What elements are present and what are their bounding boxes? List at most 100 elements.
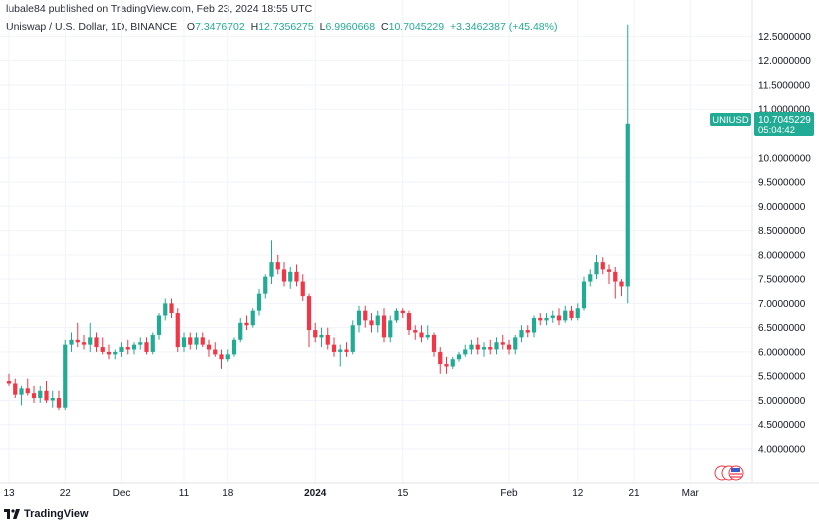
symbol-description[interactable]: Uniswap / U.S. Dollar, 1D, BINANCE [6,21,177,33]
candle[interactable] [506,339,512,355]
candle[interactable] [113,349,118,360]
candle[interactable] [544,313,549,326]
candle[interactable] [131,342,137,355]
candle[interactable] [163,298,168,321]
candle[interactable] [556,308,562,326]
candle[interactable] [325,327,330,350]
candle[interactable] [44,381,49,403]
candle[interactable] [194,332,199,350]
candle[interactable] [363,305,368,328]
candle[interactable] [244,315,249,331]
candle[interactable] [13,378,18,399]
tradingview-footer[interactable]: TradingView [4,508,89,520]
candle[interactable] [31,385,37,403]
candle[interactable] [231,337,237,357]
candle[interactable] [313,322,318,343]
last-price-tag[interactable]: UNIUSD 10.7045229 05:04:42 [710,112,814,136]
candle[interactable] [50,390,55,408]
candle[interactable] [213,342,218,357]
candle[interactable] [75,322,80,348]
candle[interactable] [500,334,505,350]
candle[interactable] [150,332,155,355]
candle[interactable] [469,339,474,355]
candle[interactable] [269,240,274,284]
candles[interactable] [6,24,630,411]
candle[interactable] [600,257,605,275]
candle[interactable] [125,339,130,355]
candle[interactable] [519,325,524,343]
event-flags-icon[interactable] [714,465,744,481]
candle[interactable] [300,274,305,301]
candle[interactable] [569,305,574,321]
candle[interactable] [225,349,230,362]
candle[interactable] [406,310,412,335]
candle[interactable] [381,308,387,343]
candle[interactable] [463,344,468,357]
candle[interactable] [306,293,312,348]
candle[interactable] [619,279,624,297]
candle[interactable] [188,332,193,350]
candle[interactable] [525,325,530,338]
candle[interactable] [275,254,280,275]
candle[interactable] [563,305,568,323]
candle[interactable] [238,317,243,343]
candle[interactable] [425,325,430,340]
candle[interactable] [475,337,480,355]
candle[interactable] [25,378,30,396]
candle[interactable] [19,385,24,406]
candle[interactable] [288,266,293,289]
candle[interactable] [494,337,499,355]
candle[interactable] [338,344,343,367]
candle[interactable] [200,332,205,348]
candle[interactable] [63,339,68,411]
candle[interactable] [100,337,105,355]
candle[interactable] [138,337,143,350]
candle[interactable] [375,310,380,333]
candle[interactable] [175,308,180,352]
candle[interactable] [356,305,362,333]
candle[interactable] [550,310,555,323]
candle[interactable] [394,308,399,323]
candle[interactable] [144,337,149,355]
candle[interactable] [119,342,124,357]
candle[interactable] [450,356,455,369]
candle[interactable] [294,264,299,287]
candle[interactable] [281,262,287,287]
candle[interactable] [169,298,174,318]
candle[interactable] [156,313,162,340]
candle[interactable] [81,334,87,350]
candle[interactable] [488,339,493,355]
candle[interactable] [6,373,12,386]
candle[interactable] [369,313,374,333]
candle[interactable] [206,339,212,357]
time-axis[interactable]: 13 22 Dec 11 18 2024 15 Feb 12 21 Mar [0,482,819,499]
candle[interactable] [388,315,393,343]
candle[interactable] [538,313,543,326]
candle[interactable] [69,332,74,352]
candle[interactable] [588,269,593,287]
candle[interactable] [319,327,324,348]
candle[interactable] [575,303,580,321]
candle[interactable] [419,325,424,343]
candle[interactable] [431,332,437,357]
candle[interactable] [481,342,487,357]
candle[interactable] [581,276,587,311]
candle[interactable] [56,390,62,411]
candle[interactable] [263,274,268,299]
candle[interactable] [219,349,224,369]
candle[interactable] [88,322,93,352]
candle[interactable] [331,337,337,357]
candle[interactable] [606,264,612,284]
price-axis[interactable]: 12.5000000 12.0000000 11.5000000 11.0000000… [751,0,811,483]
candle[interactable] [613,266,618,299]
candle[interactable] [344,342,349,357]
candle[interactable] [444,356,449,374]
candle[interactable] [531,315,537,338]
candle[interactable] [181,332,187,352]
candle[interactable] [513,334,518,355]
candle[interactable] [413,325,418,340]
candle[interactable] [106,344,112,360]
candle[interactable] [456,351,462,362]
candle[interactable] [256,288,262,316]
